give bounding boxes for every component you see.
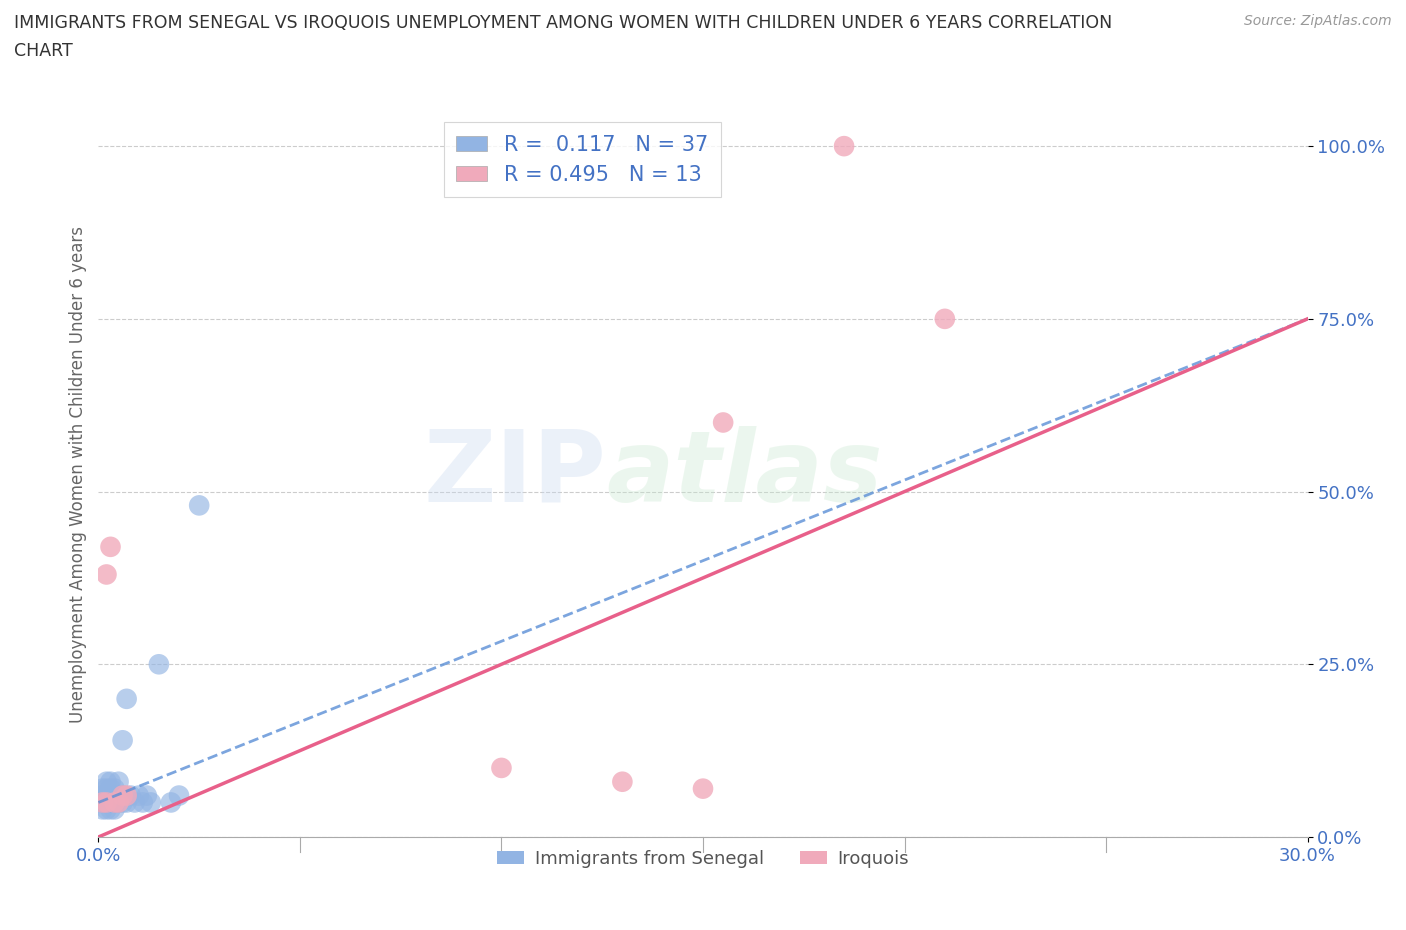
Point [103,781,125,796]
Point [91,788,114,803]
Point [107,795,129,810]
Point [103,795,125,810]
Point [115,795,138,810]
Point [100,775,122,790]
Legend: Immigrants from Senegal, Iroquois: Immigrants from Senegal, Iroquois [489,843,917,875]
Y-axis label: Unemployment Among Women with Children Under 6 years: Unemployment Among Women with Children U… [69,226,87,723]
Point [107,795,129,810]
Text: ZIP: ZIP [423,426,606,523]
Text: atlas: atlas [606,426,883,523]
Point [934,312,956,326]
Point [132,795,155,810]
Point [96,788,118,803]
Point [160,795,183,810]
Point [139,795,162,810]
Point [135,788,157,803]
Point [692,781,714,796]
Point [148,657,170,671]
Point [167,788,190,803]
Point [128,788,150,803]
Point [612,775,634,790]
Point [100,795,122,810]
Point [103,795,125,810]
Point [111,788,134,803]
Point [111,788,134,803]
Point [96,795,118,810]
Point [91,795,114,810]
Point [115,691,138,706]
Point [111,733,134,748]
Point [491,761,513,776]
Point [96,775,118,790]
Point [115,788,138,803]
Point [100,802,122,817]
Point [91,802,114,817]
Point [111,795,134,810]
Point [711,415,734,430]
Point [100,795,122,810]
Point [96,567,118,582]
Point [188,498,211,512]
Point [107,775,129,790]
Point [100,788,122,803]
Text: IMMIGRANTS FROM SENEGAL VS IROQUOIS UNEMPLOYMENT AMONG WOMEN WITH CHILDREN UNDER: IMMIGRANTS FROM SENEGAL VS IROQUOIS UNEM… [14,14,1112,32]
Point [100,781,122,796]
Point [107,788,129,803]
Point [832,139,855,153]
Point [96,795,118,810]
Point [91,795,114,810]
Point [96,802,118,817]
Point [103,788,125,803]
Point [91,781,114,796]
Text: Source: ZipAtlas.com: Source: ZipAtlas.com [1244,14,1392,28]
Point [120,788,142,803]
Point [100,539,122,554]
Text: CHART: CHART [14,42,73,60]
Point [96,781,118,796]
Point [124,795,146,810]
Point [103,802,125,817]
